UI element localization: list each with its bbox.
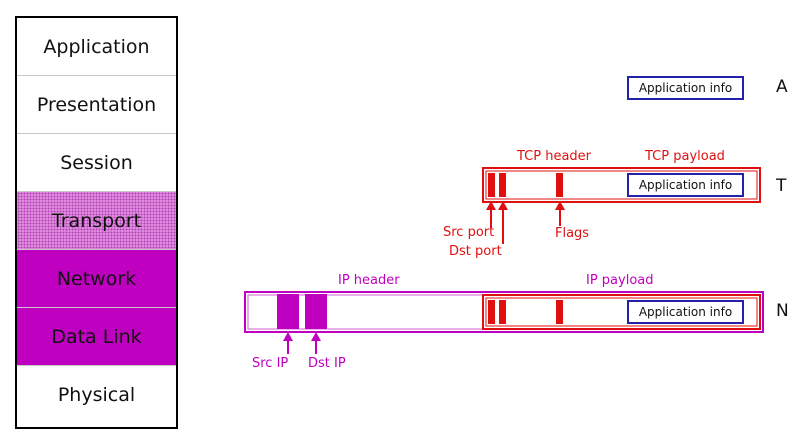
- src-ip-field: [277, 294, 299, 329]
- ip-payload-label: IP payload: [586, 273, 654, 288]
- side-label-transport: T: [776, 176, 787, 196]
- ip-header-label: IP header: [338, 273, 400, 288]
- side-label-network: N: [776, 301, 789, 321]
- osi-layer-stack: Application Presentation Session Transpo…: [15, 16, 178, 429]
- ip-payload-dst-port-field: [499, 300, 506, 324]
- app-info-box-application: Application info: [627, 76, 744, 100]
- dst-ip-label: Dst IP: [308, 356, 346, 371]
- layer-application: Application: [17, 18, 176, 76]
- tcp-segment-inner-border: [485, 170, 758, 200]
- app-info-box-network: Application info: [627, 300, 744, 324]
- flags-arrowhead: [555, 201, 565, 210]
- layer-data-link: Data Link: [17, 308, 176, 366]
- src-port-field: [488, 173, 495, 197]
- dst-port-field: [499, 173, 506, 197]
- src-ip-label: Src IP: [252, 356, 289, 371]
- dst-port-label: Dst port: [449, 244, 502, 259]
- layer-network: Network: [17, 250, 176, 308]
- layer-transport: Transport: [17, 192, 176, 250]
- app-info-box-transport: Application info: [627, 173, 744, 197]
- flags-label: Flags: [555, 226, 590, 241]
- src-port-label: Src port: [443, 225, 495, 240]
- flags-field: [556, 173, 563, 197]
- layer-session: Session: [17, 134, 176, 192]
- src-ip-arrowhead: [283, 332, 293, 341]
- dst-ip-arrowhead: [311, 332, 321, 341]
- layer-physical: Physical: [57, 384, 136, 406]
- ip-payload-segment-inner: [485, 297, 758, 327]
- tcp-header-label: TCP header: [517, 149, 592, 164]
- side-label-application: A: [776, 77, 788, 97]
- ip-payload-src-port-field: [488, 300, 495, 324]
- dst-port-arrowhead: [498, 201, 508, 210]
- layer-presentation: Presentation: [17, 76, 176, 134]
- ip-payload-flags-field: [556, 300, 563, 324]
- tcp-payload-label: TCP payload: [645, 149, 725, 164]
- src-port-arrowhead: [486, 201, 496, 210]
- dst-ip-field: [305, 294, 327, 329]
